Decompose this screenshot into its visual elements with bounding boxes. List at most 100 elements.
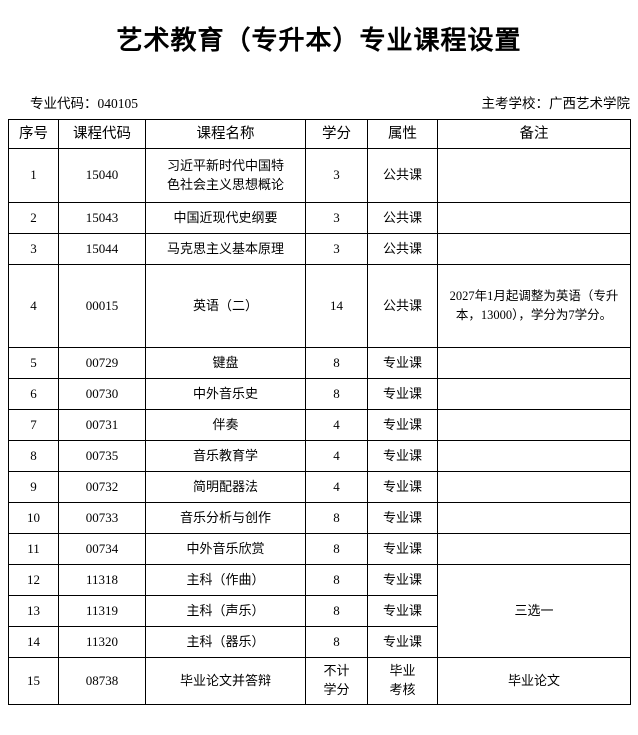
- cell-code: 00735: [58, 440, 146, 472]
- cell-attribute-line2: 考核: [389, 682, 416, 697]
- header-no: 序号: [8, 119, 59, 149]
- table-row: 5 00729 键盘 8 专业课: [8, 347, 631, 379]
- cell-code: 15040: [58, 148, 146, 203]
- cell-code: 11320: [58, 626, 146, 658]
- table-row: 9 00732 简明配器法 4 专业课: [8, 471, 631, 503]
- cell-remark: 2027年1月起调整为英语（专升本，13000），学分为7学分。: [437, 264, 631, 348]
- cell-attribute: 专业课: [367, 595, 438, 627]
- cell-credit: 8: [305, 626, 368, 658]
- cell-credit: 8: [305, 564, 368, 596]
- header-name: 课程名称: [145, 119, 306, 149]
- cell-code: 00015: [58, 264, 146, 348]
- cell-code: 08738: [58, 657, 146, 705]
- cell-name: 主科（器乐）: [145, 626, 306, 658]
- cell-attribute: 公共课: [367, 233, 438, 265]
- cell-no: 2: [8, 202, 59, 234]
- table-row: 2 15043 中国近现代史纲要 3 公共课: [8, 202, 631, 234]
- cell-code: 15044: [58, 233, 146, 265]
- cell-code: 15043: [58, 202, 146, 234]
- cell-credit-line2: 学分: [323, 682, 350, 697]
- cell-remark-group: 三选一: [437, 564, 631, 658]
- cell-credit: 4: [305, 471, 368, 503]
- header-remark: 备注: [437, 119, 631, 149]
- cell-credit: 8: [305, 378, 368, 410]
- table-row: 4 00015 英语（二） 14 公共课 2027年1月起调整为英语（专升本，1…: [8, 264, 631, 348]
- cell-remark: [437, 409, 631, 441]
- header-credit: 学分: [305, 119, 368, 149]
- cell-remark: 毕业论文: [437, 657, 631, 705]
- cell-no: 5: [8, 347, 59, 379]
- document-meta: 专业代码：040105 主考学校：广西艺术学院: [0, 89, 638, 119]
- cell-name: 主科（声乐）: [145, 595, 306, 627]
- cell-name: 毕业论文并答辩: [145, 657, 306, 705]
- cell-credit: 4: [305, 409, 368, 441]
- table-header-row: 序号 课程代码 课程名称 学分 属性 备注: [8, 119, 631, 149]
- cell-attribute: 公共课: [367, 148, 438, 203]
- cell-no: 9: [8, 471, 59, 503]
- cell-name: 主科（作曲）: [145, 564, 306, 596]
- table-row: 13 11319 主科（声乐） 8 专业课: [8, 595, 631, 627]
- cell-no: 3: [8, 233, 59, 265]
- major-code: 专业代码：040105: [30, 96, 138, 111]
- cell-code: 00733: [58, 502, 146, 534]
- table-row: 8 00735 音乐教育学 4 专业课: [8, 440, 631, 472]
- cell-no: 8: [8, 440, 59, 472]
- cell-credit: 3: [305, 202, 368, 234]
- cell-attribute: 专业课: [367, 626, 438, 658]
- cell-credit: 8: [305, 533, 368, 565]
- table-row: 1 15040 习近平新时代中国特 色社会主义思想概论 3 公共课: [8, 148, 631, 203]
- header-code: 课程代码: [58, 119, 146, 149]
- cell-no: 10: [8, 502, 59, 534]
- cell-no: 1: [8, 148, 59, 203]
- table-row: 10 00733 音乐分析与创作 8 专业课: [8, 502, 631, 534]
- cell-name-line2: 色社会主义思想概论: [166, 176, 284, 192]
- table-row: 11 00734 中外音乐欣赏 8 专业课: [8, 533, 631, 565]
- cell-no: 11: [8, 533, 59, 565]
- cell-attribute: 专业课: [367, 347, 438, 379]
- cell-code: 00734: [58, 533, 146, 565]
- cell-remark: [437, 202, 631, 234]
- cell-credit: 3: [305, 233, 368, 265]
- cell-code: 00730: [58, 378, 146, 410]
- cell-no: 15: [8, 657, 59, 705]
- cell-name: 音乐分析与创作: [145, 502, 306, 534]
- cell-credit: 4: [305, 440, 368, 472]
- cell-code: 11319: [58, 595, 146, 627]
- cell-name: 键盘: [145, 347, 306, 379]
- cell-attribute: 专业课: [367, 502, 438, 534]
- cell-attribute: 专业课: [367, 471, 438, 503]
- cell-credit: 3: [305, 148, 368, 203]
- cell-attribute: 专业课: [367, 533, 438, 565]
- cell-credit: 8: [305, 502, 368, 534]
- cell-attribute: 专业课: [367, 378, 438, 410]
- cell-remark: [437, 502, 631, 534]
- cell-attribute: 专业课: [367, 440, 438, 472]
- cell-remark: [437, 533, 631, 565]
- cell-remark: [437, 378, 631, 410]
- cell-attribute: 专业课: [367, 564, 438, 596]
- cell-remark: [437, 471, 631, 503]
- cell-attribute: 专业课: [367, 409, 438, 441]
- cell-code: 00732: [58, 471, 146, 503]
- cell-credit: 14: [305, 264, 368, 348]
- cell-name-line1: 习近平新时代中国特: [166, 157, 284, 173]
- cell-remark: [437, 148, 631, 203]
- cell-name: 马克思主义基本原理: [145, 233, 306, 265]
- cell-name: 音乐教育学: [145, 440, 306, 472]
- cell-no: 7: [8, 409, 59, 441]
- cell-remark: [437, 440, 631, 472]
- cell-remark: [437, 347, 631, 379]
- cell-credit: 8: [305, 595, 368, 627]
- table-row: 3 15044 马克思主义基本原理 3 公共课: [8, 233, 631, 265]
- table-row: 15 08738 毕业论文并答辩 不计 学分 毕业 考核 毕业论文: [8, 657, 631, 705]
- cell-code: 00731: [58, 409, 146, 441]
- cell-name: 英语（二）: [145, 264, 306, 348]
- table-row: 7 00731 伴奏 4 专业课: [8, 409, 631, 441]
- cell-attribute: 毕业 考核: [367, 657, 438, 705]
- cell-code: 11318: [58, 564, 146, 596]
- header-attribute: 属性: [367, 119, 438, 149]
- cell-credit-line1: 不计: [323, 663, 350, 679]
- host-school: 主考学校：广西艺术学院: [481, 96, 631, 111]
- cell-credit: 不计 学分: [305, 657, 368, 705]
